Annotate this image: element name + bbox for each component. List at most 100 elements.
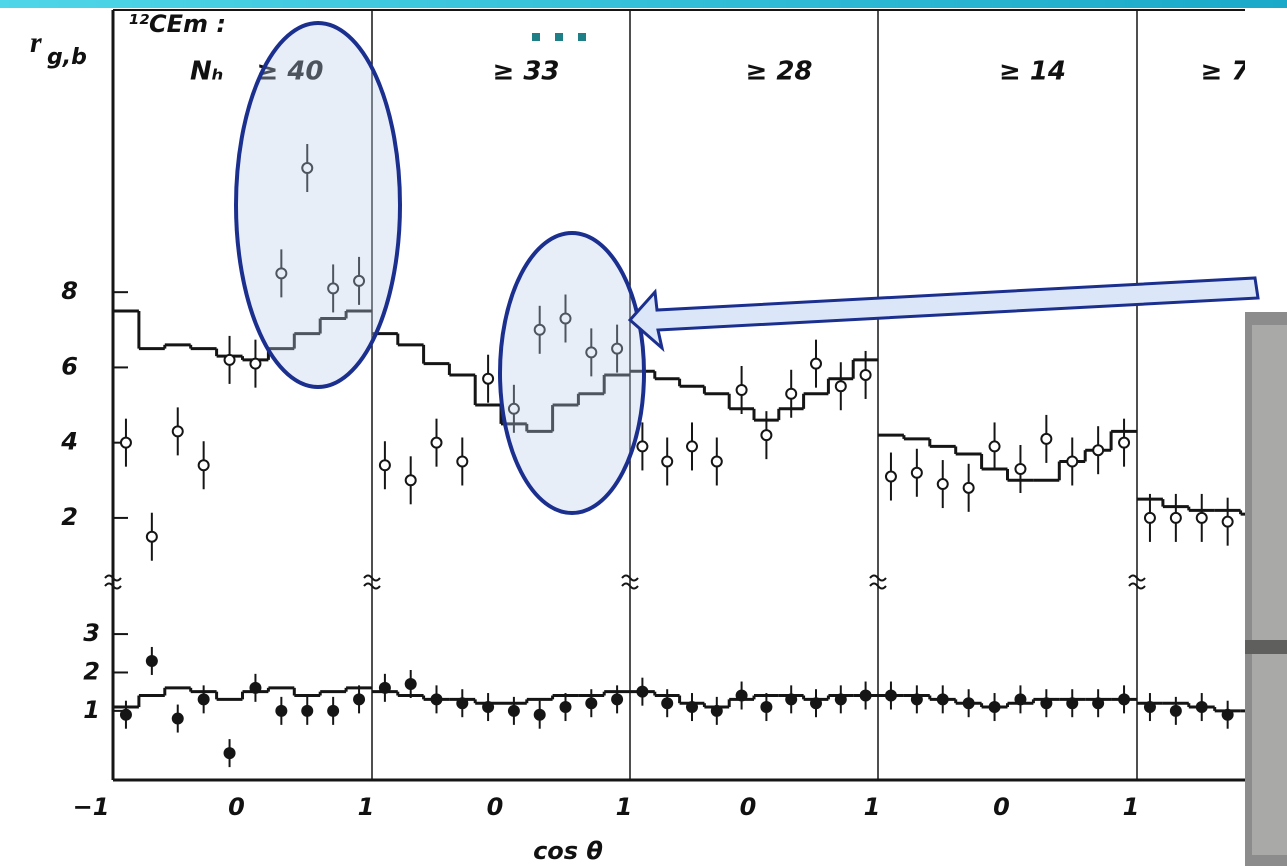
open-point — [456, 455, 469, 468]
x-tick-label: −1 — [73, 793, 110, 821]
open-point — [686, 440, 698, 453]
filled-point — [585, 697, 598, 710]
filled-point — [859, 689, 872, 702]
open-point — [988, 440, 1001, 453]
open-point — [810, 357, 822, 370]
filled-point — [482, 701, 495, 714]
filled-point — [1118, 693, 1131, 706]
x-tick-label: 0 — [487, 793, 504, 821]
axis-break — [363, 574, 381, 590]
filled-point — [119, 708, 132, 721]
filled-point — [884, 689, 897, 702]
open-point — [249, 357, 262, 370]
filled-point — [1143, 701, 1156, 714]
y-tick-label: 6 — [61, 352, 78, 380]
filled-point — [661, 697, 674, 710]
open-point — [936, 478, 949, 491]
open-point — [1066, 455, 1079, 468]
x-tick-label: 0 — [740, 793, 757, 821]
filled-point — [760, 701, 773, 714]
open-point — [661, 455, 674, 468]
open-point — [1092, 444, 1105, 457]
open-point — [1118, 436, 1131, 449]
open-point — [197, 459, 210, 472]
axis-break — [104, 574, 122, 590]
filled-point — [636, 685, 649, 698]
filled-point — [507, 704, 520, 717]
open-point — [507, 402, 520, 415]
x-tick-label: 1 — [864, 793, 881, 821]
filled-point — [223, 747, 236, 760]
filled-point — [810, 697, 822, 710]
filled-point — [686, 701, 698, 714]
open-point — [1014, 463, 1027, 476]
open-point — [1195, 511, 1208, 524]
filled-point — [197, 693, 210, 706]
filled-point — [171, 712, 184, 725]
panel-label: ≥ 14 — [999, 57, 1066, 87]
open-point — [145, 530, 158, 543]
y-label: r — [30, 26, 42, 59]
open-point — [301, 162, 314, 175]
filled-point — [1014, 693, 1027, 706]
open-point — [834, 380, 847, 393]
open-point — [482, 372, 495, 385]
x-tick-label: 1 — [1123, 793, 1140, 821]
open-point — [611, 342, 624, 355]
x-tick-label: 1 — [616, 793, 633, 821]
open-point — [735, 384, 748, 396]
filled-point — [533, 708, 546, 721]
open-point — [636, 440, 649, 453]
open-point — [1169, 511, 1182, 524]
filled-point — [456, 697, 469, 710]
open-point — [1221, 515, 1234, 528]
axis-break — [1128, 574, 1146, 590]
open-point — [404, 474, 417, 487]
filled-point — [559, 701, 572, 714]
y-label-sub: g,b — [47, 45, 87, 70]
open-point — [559, 312, 572, 325]
y-tick-label: 1 — [83, 696, 100, 724]
open-point — [859, 368, 872, 381]
y-tick-label: 2 — [83, 657, 100, 685]
axis-break — [621, 574, 639, 590]
filled-point — [353, 693, 366, 706]
open-point — [378, 459, 391, 472]
filled-point — [735, 689, 748, 702]
open-point — [327, 282, 340, 295]
plot: ≥ 40≥ 33≥ 28≥ 14≥ 7 — [104, 9, 1245, 782]
filled-point — [378, 681, 391, 694]
open-point — [119, 436, 132, 449]
filled-point — [249, 681, 262, 694]
filled-point — [1221, 708, 1234, 721]
x-tick-label: 0 — [228, 793, 245, 821]
open-point — [171, 425, 184, 438]
filled-point — [962, 697, 975, 710]
open-point — [533, 323, 546, 336]
filled-point — [1066, 697, 1079, 710]
annotations — [234, 21, 646, 515]
y-tick-label: 2 — [61, 503, 78, 531]
arrow — [627, 276, 1260, 353]
filled-point — [275, 704, 288, 717]
filled-point — [404, 678, 417, 690]
nh-label: Nₕ — [190, 57, 224, 87]
filled-point — [1092, 697, 1105, 710]
filled-point — [910, 693, 923, 706]
axis-break — [869, 574, 887, 590]
open-point — [353, 274, 366, 287]
x-tick-label: 1 — [358, 793, 375, 821]
chart-title: ¹²CEm : — [128, 10, 226, 38]
photo — [1245, 312, 1287, 866]
filled-point — [1040, 697, 1053, 710]
open-point — [962, 481, 975, 494]
filled-point — [785, 693, 798, 706]
filled-point — [988, 701, 1001, 714]
open-point — [223, 353, 236, 366]
open-point — [585, 346, 598, 359]
y-tick-label: 8 — [61, 277, 78, 305]
open-point — [710, 455, 723, 468]
ellipsis — [532, 33, 586, 41]
